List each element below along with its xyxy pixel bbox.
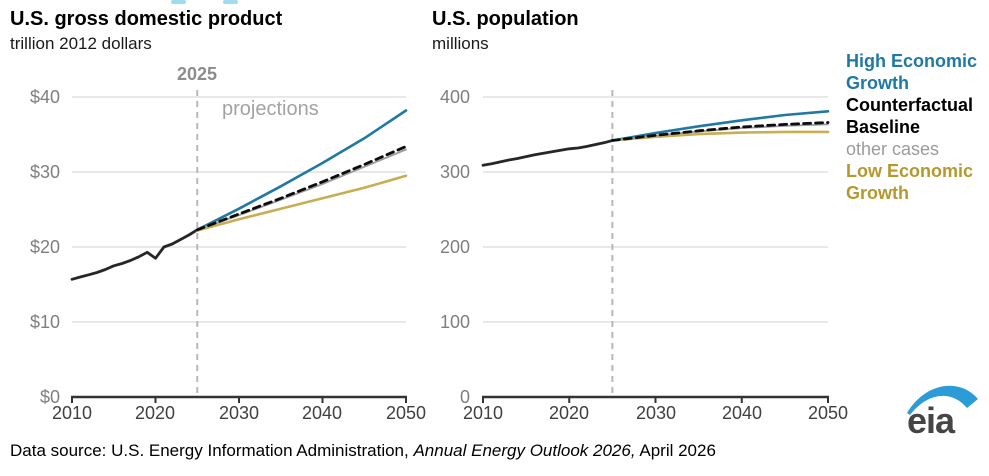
source-publication: Annual Energy Outlook 2026, [413, 441, 636, 460]
legend: High Economic Growth Counterfactual Base… [846, 50, 989, 204]
legend-item-counterfactual-baseline: Counterfactual Baseline [846, 95, 974, 137]
gdp-y-tick-label: $10 [29, 312, 60, 332]
source-suffix: April 2026 [635, 441, 716, 460]
pop-y-tick-label: 100 [439, 312, 470, 332]
eia-logo-text: eia [907, 400, 956, 441]
gdp-x-tick-label: 2020 [134, 403, 176, 423]
legend-item-other-cases: other cases [846, 139, 940, 159]
gdp-y-tick-label: $40 [29, 87, 60, 107]
source-prefix: Data source: U.S. Energy Information Adm… [10, 441, 414, 460]
pop-x-tick-label: 2010 [462, 403, 504, 423]
population-chart-title: U.S. population [432, 8, 579, 30]
gdp-y-tick-label: $20 [29, 237, 60, 257]
gdp-x-tick-label: 2010 [51, 403, 93, 423]
crop-artifact [171, 0, 186, 4]
pop-y-tick-label: 200 [439, 237, 470, 257]
eia-swoosh-icon [907, 385, 978, 415]
gdp-x-tick-label: 2030 [218, 403, 260, 423]
legend-item-low-economic-growth: Low Economic Growth [846, 161, 974, 203]
data-source-note: Data source: U.S. Energy Information Adm… [10, 441, 716, 461]
population-chart-subtitle: millions [432, 34, 489, 53]
gdp-chart-title: U.S. gross domestic product [10, 8, 283, 30]
gdp-y-tick-label: $30 [29, 162, 60, 182]
pop-y-tick-label: 300 [439, 162, 470, 182]
crop-artifact [223, 0, 238, 4]
pop-y-tick-label: 400 [439, 87, 470, 107]
pop-x-tick-label: 2050 [807, 403, 849, 423]
projections-label: projections [222, 98, 319, 120]
pop-x-tick-label: 2030 [635, 403, 677, 423]
gdp-y-tick-label: $0 [39, 387, 60, 407]
gdp-vline-year-label: 2025 [176, 64, 218, 84]
gdp-chart-subtitle: trillion 2012 dollars [10, 34, 152, 53]
eia-logo: eia [907, 385, 978, 441]
pop-x-tick-label: 2040 [721, 403, 763, 423]
pop-y-tick-label: 0 [459, 387, 470, 407]
pop-x-tick-label: 2020 [548, 403, 590, 423]
legend-item-high-economic-growth: High Economic Growth [846, 51, 978, 93]
gdp-x-tick-label: 2040 [301, 403, 343, 423]
gdp-x-tick-label: 2050 [385, 403, 427, 423]
